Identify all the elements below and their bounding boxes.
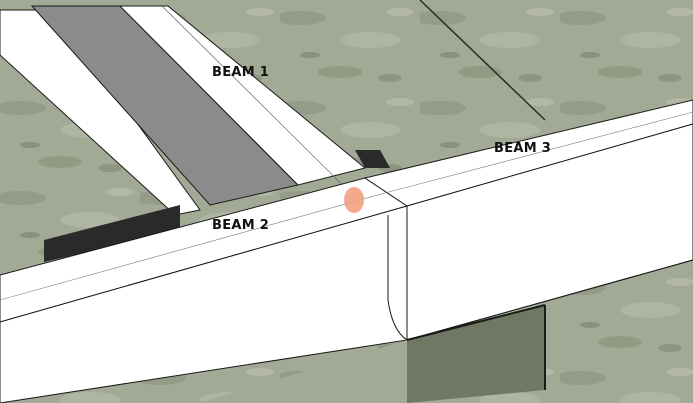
- beam-3-label: BEAM 3: [494, 141, 552, 156]
- support-block-top: [355, 150, 390, 168]
- floor-shadow: [200, 340, 407, 403]
- support-block-edge: [406, 304, 546, 341]
- support-block-right: [407, 305, 545, 403]
- beam-3-centerline: [384, 111, 693, 194]
- beam-2-centerline: [0, 192, 386, 301]
- slab-joint-line: [419, 0, 546, 121]
- beam-2[interactable]: [0, 177, 409, 403]
- selection-marker[interactable]: [344, 187, 364, 213]
- beam-1[interactable]: [0, 5, 399, 241]
- support-block-left: [44, 205, 180, 262]
- beam-3-top-face: [363, 99, 693, 207]
- beam-1-label: BEAM 1: [212, 65, 270, 80]
- beam-3[interactable]: [363, 99, 693, 341]
- beam-3-bottom-edge: [406, 259, 693, 341]
- beam-joint-seam: [387, 215, 408, 341]
- beam-3-side-face: [406, 123, 693, 341]
- beam-2-label: BEAM 2: [212, 218, 270, 233]
